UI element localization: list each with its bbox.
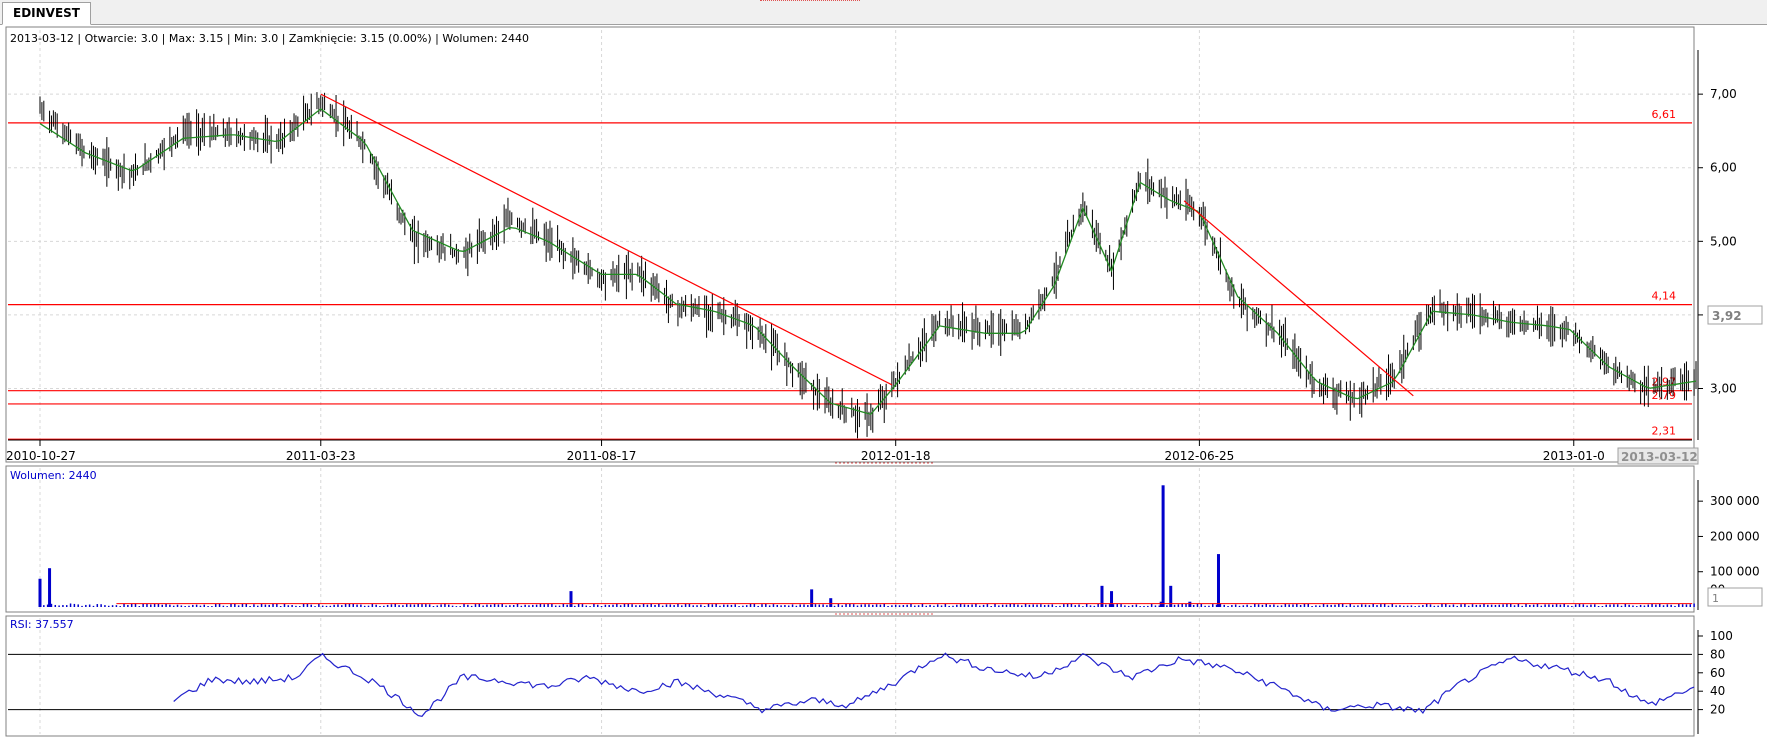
trendline — [1183, 200, 1414, 397]
rsi-line — [173, 652, 1695, 717]
tab-bar: EDINVEST — [0, 0, 1767, 25]
volume-spike-bar — [38, 578, 42, 607]
price-axis-tick-label: 5,00 — [1710, 234, 1737, 248]
date-axis-tick-label: 2011-08-17 — [567, 449, 637, 463]
volume-spike-bar — [810, 589, 814, 607]
volume-axis-tick-label: 100 000 — [1710, 565, 1760, 579]
level-label: 4,14 — [1652, 290, 1677, 303]
rsi-axis-tick-label: 80 — [1710, 647, 1725, 661]
volume-spike-bar — [1188, 601, 1192, 607]
volume-panel-frame — [5, 465, 1695, 613]
price-axis: 3,004,005,006,007,00 — [1697, 50, 1737, 440]
volume-spike-bar — [1169, 585, 1173, 607]
rsi-grid — [39, 618, 1575, 734]
volume-spike-bar — [48, 568, 52, 607]
rsi-axis-tick-label: 40 — [1710, 684, 1725, 698]
ohlc-info-bar: 2013-03-12 | Otwarcie: 3.0 | Max: 3.15 |… — [10, 32, 529, 45]
volume-axis-tick-label: 300 000 — [1710, 494, 1760, 508]
price-panel-frame — [5, 26, 1695, 463]
volume-spike-bar — [569, 591, 573, 607]
date-axis-tick-label: 2012-01-18 — [861, 449, 931, 463]
rsi-axis: 20 40 60 80 100 — [1697, 629, 1733, 734]
date-axis: 2010-10-27 2011-03-23 2011-08-17 2012-01-18… — [6, 439, 1692, 463]
level-label: 2,79 — [1652, 389, 1677, 402]
volume-spike-bar — [1100, 585, 1104, 607]
volume-spike-bar — [1110, 591, 1114, 607]
tab-bar-dotted-marker — [760, 0, 860, 1]
price-axis-tick-label: 7,00 — [1710, 87, 1737, 101]
date-axis-tick-label: 2013-01-0 — [1543, 449, 1605, 463]
trendlines — [320, 93, 1414, 397]
rsi-axis-tick-label: 100 — [1710, 629, 1733, 643]
moving-average-line — [39, 108, 1697, 415]
volume-spike-bar — [829, 598, 833, 607]
current-date-box: 2013-03-12 — [1617, 447, 1699, 465]
rsi-bands — [8, 653, 1692, 711]
price-axis-tick-label: 3,00 — [1710, 381, 1737, 395]
rsi-axis-tick-label: 20 — [1710, 703, 1725, 717]
trendline — [320, 93, 893, 386]
date-axis-tick-label: 2011-03-23 — [286, 449, 356, 463]
rsi-axis-tick-label: 60 — [1710, 666, 1725, 680]
current-price-label: 3,92 — [1712, 309, 1742, 323]
current-price-box: 3,92 — [1707, 305, 1763, 325]
date-axis-tick-label: 2012-06-25 — [1165, 449, 1235, 463]
level-label: 2,31 — [1652, 424, 1677, 437]
date-axis-tick-label: 2010-10-27 — [6, 449, 76, 463]
volume-side-label: 1 — [1712, 592, 1719, 605]
current-date-label: 2013-03-12 — [1621, 450, 1698, 464]
level-label: 2,97 — [1652, 376, 1677, 389]
volume-spike-bar — [1161, 485, 1165, 607]
price-axis-tick-label: 6,00 — [1710, 161, 1737, 175]
rsi-panel-frame — [5, 615, 1695, 737]
volume-spike-bar — [1159, 601, 1163, 607]
volume-axis-tick-label: 200 000 — [1710, 529, 1760, 543]
tab-edinvest[interactable]: EDINVEST — [2, 2, 91, 25]
volume-side-box: 1 — [1707, 587, 1763, 607]
rsi-panel-title: RSI: 37.557 — [10, 618, 74, 631]
volume-panel-title: Wolumen: 2440 — [10, 469, 97, 482]
volume-spike-bar — [1216, 554, 1220, 607]
level-label: 6,61 — [1652, 108, 1677, 121]
